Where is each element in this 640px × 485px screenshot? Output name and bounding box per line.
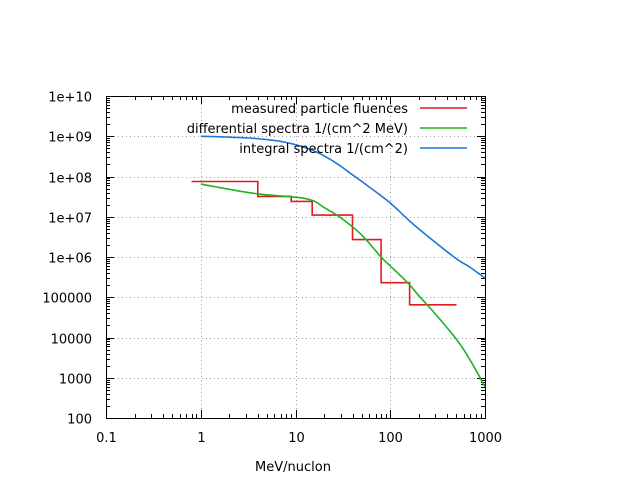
x-tick-label: 100	[378, 431, 403, 446]
y-tick-label: 1e+10	[48, 91, 92, 106]
legend-label: differential spectra 1/(cm^2 MeV)	[187, 122, 408, 137]
y-tick-label: 100000	[42, 292, 92, 307]
y-tick-label: 1e+08	[48, 172, 92, 187]
x-axis-label: MeV/nuclon	[255, 460, 331, 475]
x-tick-label: 10	[288, 431, 305, 446]
x-tick-label: 1	[197, 431, 205, 446]
y-tick-label: 1000	[59, 373, 92, 388]
legend-label: integral spectra 1/(cm^2)	[239, 142, 408, 157]
series-line-2	[200, 183, 486, 388]
grid-lines	[106, 96, 485, 418]
series-line-1	[191, 180, 457, 306]
x-tick-label: 0.1	[96, 431, 117, 446]
y-tick-label: 10000	[51, 333, 92, 348]
y-tick-label: 100	[67, 413, 92, 428]
series-line-3	[200, 135, 486, 279]
y-tick-label: 1e+07	[48, 212, 92, 227]
legend: measured particle fluences differential s…	[187, 102, 467, 157]
x-tick-label: 1000	[469, 431, 502, 446]
y-tick-label: 1e+06	[48, 252, 92, 267]
y-tick-label: 1e+09	[48, 131, 92, 146]
axis-ticks: 0.1 1 10 100 1000 100 1000 10000 100000 1e+06 1e+0…	[42, 91, 502, 447]
series-lines	[191, 135, 486, 388]
legend-label: measured particle fluences	[231, 102, 408, 117]
